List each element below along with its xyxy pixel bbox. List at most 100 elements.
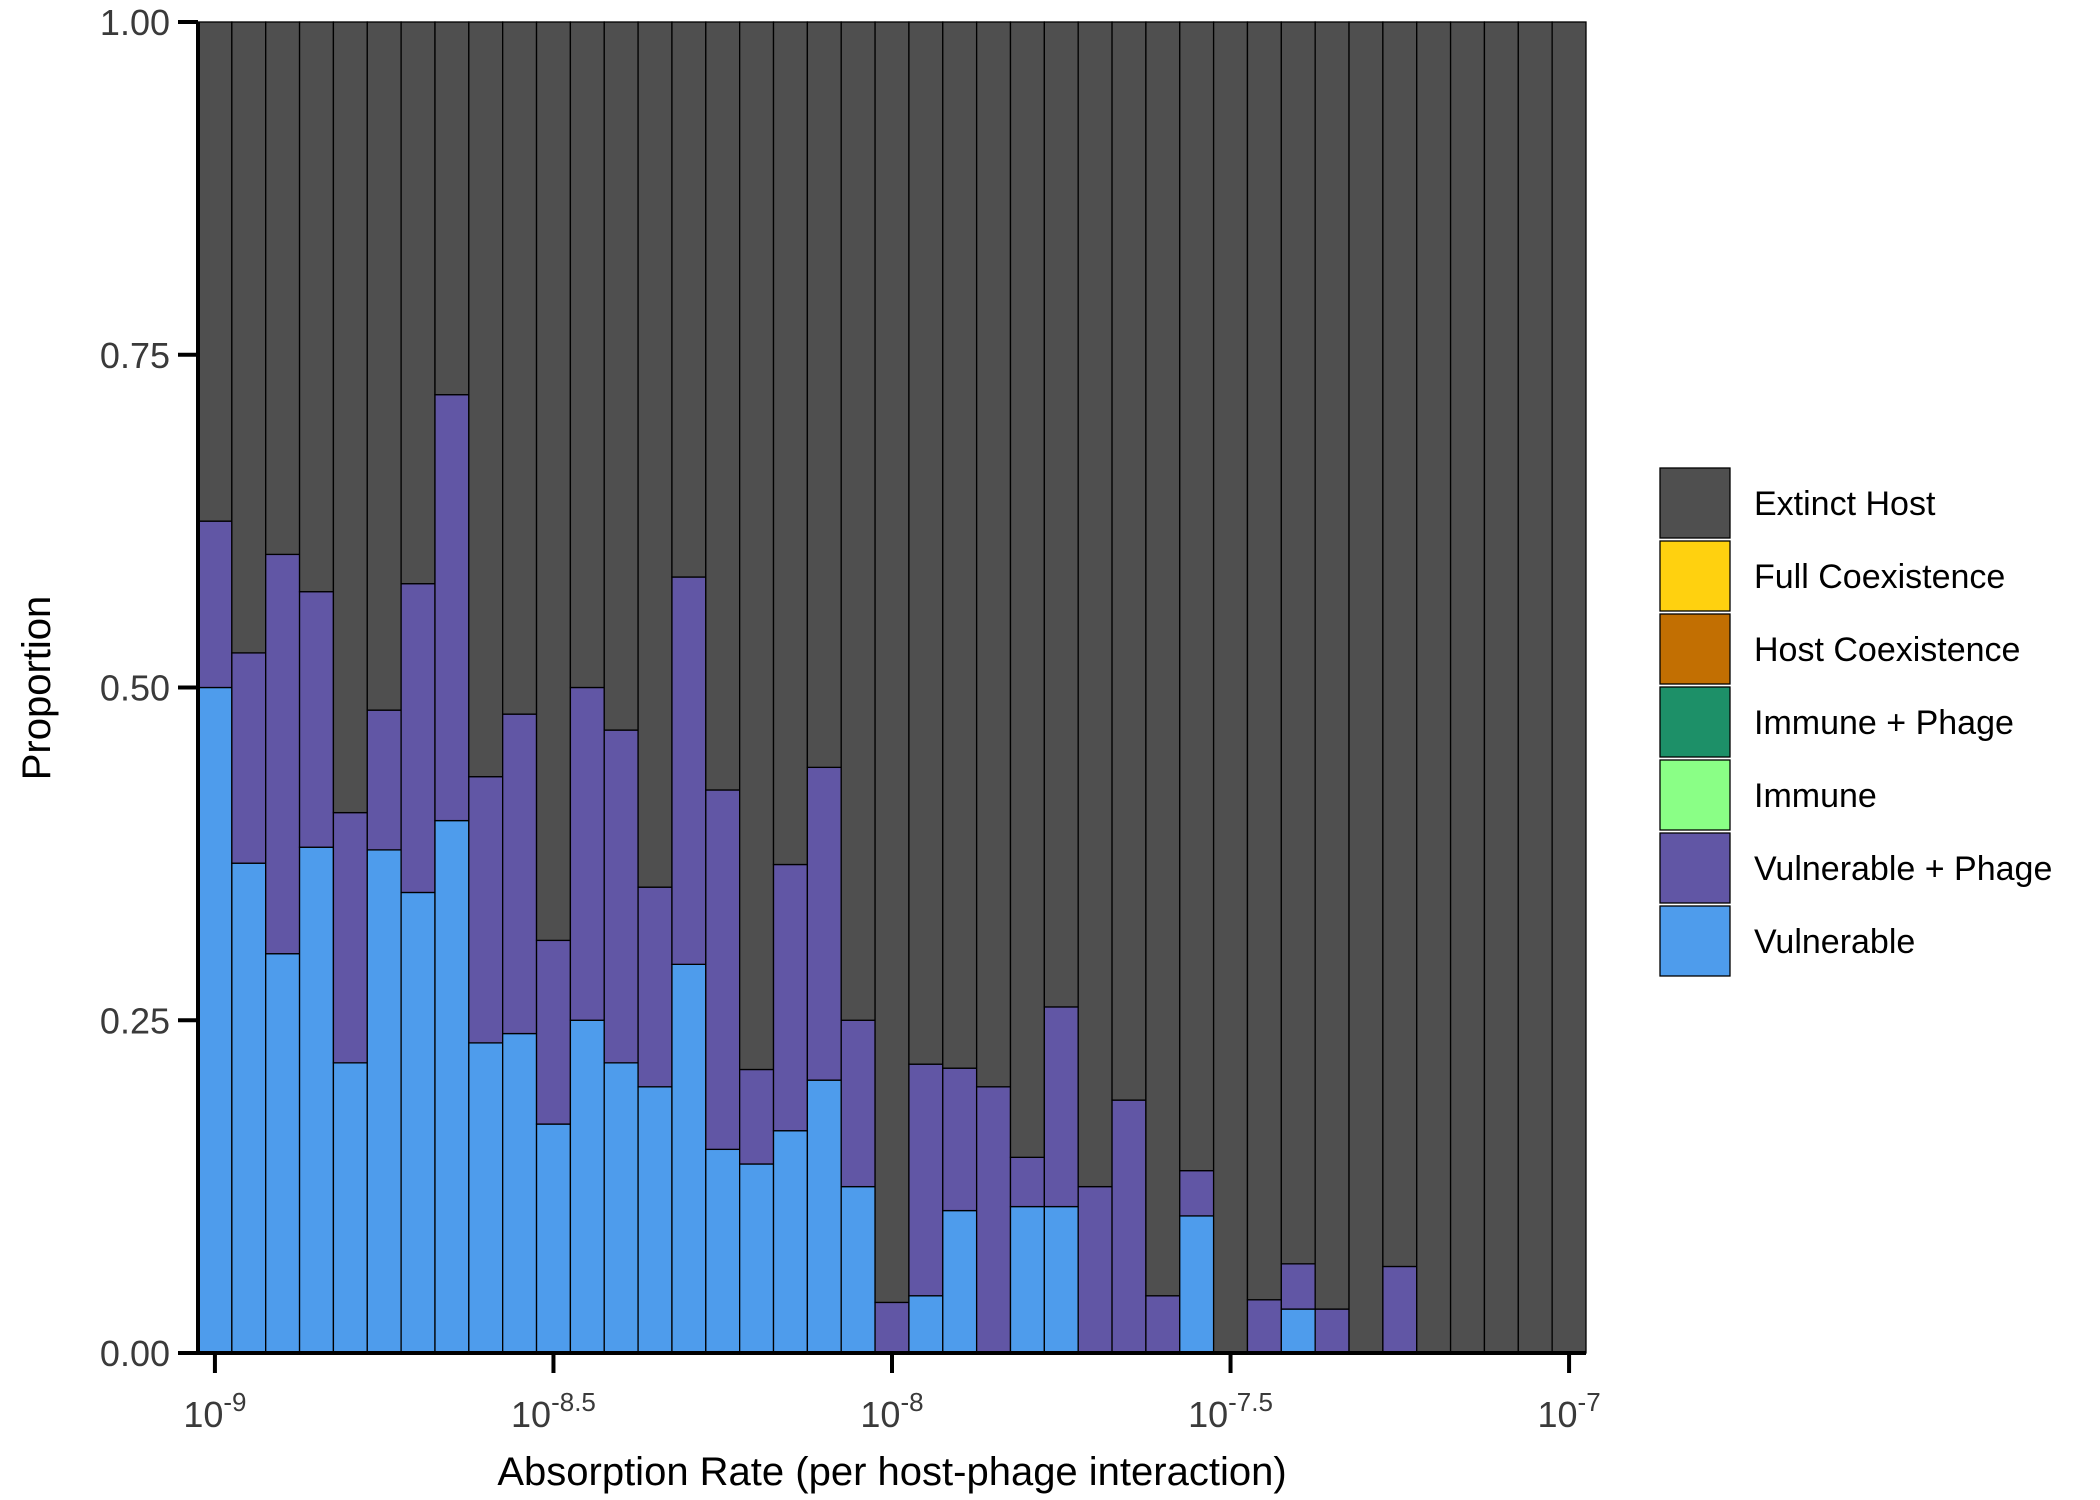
y-axis-title: Proportion (15, 596, 59, 781)
y-tick-label: 1.00 (100, 2, 170, 43)
bar-vulnerable-9 (502, 1032, 538, 1354)
bar-vulnerable-phage-18 (806, 766, 842, 1081)
bar-vulnerable-phage-14 (671, 576, 707, 966)
x-tick-label: 10-8.5 (511, 1387, 596, 1435)
legend-label: Vulnerable + Phage (1754, 850, 2052, 888)
bar-extinct-host-13 (637, 21, 673, 888)
bar-vulnerable-phage-0 (197, 520, 233, 689)
bar-extinct-host-20 (874, 21, 910, 1304)
bar-extinct-host-39 (1517, 21, 1553, 1354)
bar-extinct-host-21 (908, 21, 944, 1065)
bar-vulnerable-phage-10 (535, 939, 572, 1125)
bar-vulnerable-3 (298, 846, 335, 1354)
bar-extinct-host-15 (705, 21, 741, 791)
bar-extinct-host-5 (366, 21, 402, 711)
bar-extinct-host-24 (1009, 21, 1045, 1158)
legend-label: Immune (1754, 777, 1877, 815)
bar-vulnerable-phage-7 (434, 394, 470, 822)
bar-vulnerable-phage-19 (840, 1019, 876, 1188)
bar-extinct-host-22 (942, 21, 978, 1069)
bar-vulnerable-6 (400, 891, 436, 1354)
legend-label: Extinct Host (1754, 485, 1936, 523)
bar-vulnerable-phage-17 (772, 863, 809, 1132)
legend-swatch-extinct-host (1659, 467, 1731, 539)
bar-vulnerable-phage-22 (942, 1067, 978, 1212)
bars-layer (197, 21, 1587, 1354)
bar-vulnerable-phage-29 (1179, 1170, 1215, 1217)
y-ticks: 0.00 0.25 0.50 0.75 1.00 (100, 2, 198, 1374)
bar-vulnerable-phage-2 (265, 553, 301, 955)
bar-extinct-host-34 (1348, 21, 1384, 1354)
bar-extinct-host-10 (535, 21, 572, 942)
bar-extinct-host-26 (1077, 21, 1113, 1188)
bar-vulnerable-phage-15 (705, 789, 741, 1151)
bar-extinct-host-12 (603, 21, 639, 731)
bar-vulnerable-13 (637, 1086, 673, 1354)
legend-swatch-vulnerable (1659, 905, 1731, 977)
bar-vulnerable-phage-1 (231, 652, 267, 864)
bar-extinct-host-3 (298, 21, 335, 593)
bar-vulnerable-10 (535, 1123, 572, 1354)
bar-extinct-host-36 (1416, 21, 1452, 1354)
bar-extinct-host-4 (332, 21, 368, 814)
x-tick-label: 10-9 (183, 1387, 246, 1435)
bar-vulnerable-phage-26 (1077, 1185, 1113, 1354)
legend: Extinct Host Full Coexistence Host Coexist… (1659, 467, 2052, 977)
bar-vulnerable-phage-9 (502, 713, 538, 1035)
bar-extinct-host-14 (671, 21, 707, 578)
bar-extinct-host-8 (468, 21, 504, 778)
bar-extinct-host-7 (434, 21, 470, 396)
bar-vulnerable-8 (468, 1042, 504, 1354)
bar-vulnerable-7 (434, 819, 470, 1354)
bar-extinct-host-17 (772, 21, 809, 866)
bar-vulnerable-phage-16 (739, 1068, 775, 1165)
legend-swatch-full-coexistence (1659, 540, 1731, 612)
bar-vulnerable-32 (1280, 1308, 1316, 1354)
legend-label: Immune + Phage (1754, 704, 2014, 742)
bar-extinct-host-35 (1382, 21, 1418, 1268)
bar-extinct-host-11 (569, 21, 605, 689)
bar-vulnerable-22 (942, 1209, 978, 1354)
bar-extinct-host-30 (1212, 21, 1249, 1354)
bar-vulnerable-phage-31 (1246, 1299, 1282, 1354)
bar-vulnerable-16 (739, 1163, 775, 1354)
y-tick-label: 0.50 (100, 668, 170, 709)
bar-extinct-host-33 (1314, 21, 1350, 1310)
bar-vulnerable-phage-8 (468, 776, 504, 1044)
bar-extinct-host-2 (265, 21, 301, 556)
bar-vulnerable-0 (197, 686, 233, 1354)
bar-extinct-host-9 (502, 21, 538, 715)
bar-extinct-host-38 (1483, 21, 1519, 1354)
bar-vulnerable-phage-24 (1009, 1156, 1045, 1208)
legend-swatch-vulnerable-phage (1659, 832, 1731, 904)
bar-extinct-host-27 (1111, 21, 1147, 1101)
bar-vulnerable-2 (265, 953, 301, 1354)
bar-extinct-host-0 (197, 21, 233, 522)
bar-vulnerable-18 (806, 1079, 842, 1354)
bar-vulnerable-phage-5 (366, 709, 402, 851)
bar-vulnerable-phage-3 (298, 591, 335, 848)
bar-vulnerable-phage-21 (908, 1063, 944, 1297)
bar-extinct-host-25 (1043, 21, 1079, 1008)
bar-vulnerable-phage-20 (874, 1301, 910, 1354)
bar-vulnerable-14 (671, 963, 707, 1354)
bar-vulnerable-11 (569, 1019, 605, 1354)
bar-vulnerable-phage-27 (1111, 1099, 1147, 1354)
bar-vulnerable-4 (332, 1062, 368, 1354)
bar-vulnerable-phage-35 (1382, 1265, 1418, 1354)
bar-extinct-host-31 (1246, 21, 1282, 1301)
bar-vulnerable-phage-4 (332, 811, 368, 1064)
bar-extinct-host-19 (840, 21, 876, 1021)
bar-vulnerable-25 (1043, 1205, 1079, 1354)
bar-vulnerable-phage-23 (975, 1086, 1012, 1354)
legend-label: Host Coexistence (1754, 631, 2020, 669)
bar-vulnerable-phage-11 (569, 686, 605, 1021)
x-tick-label: 10-8 (860, 1387, 923, 1435)
bar-extinct-host-37 (1449, 21, 1486, 1354)
bar-vulnerable-12 (603, 1062, 639, 1354)
bar-vulnerable-15 (705, 1148, 741, 1354)
x-ticks: 10-9 10-8.5 10-8 10-7.5 10-7 (183, 1353, 1601, 1435)
legend-swatch-host-coexistence (1659, 613, 1731, 685)
y-tick-label: 0.00 (100, 1333, 170, 1374)
